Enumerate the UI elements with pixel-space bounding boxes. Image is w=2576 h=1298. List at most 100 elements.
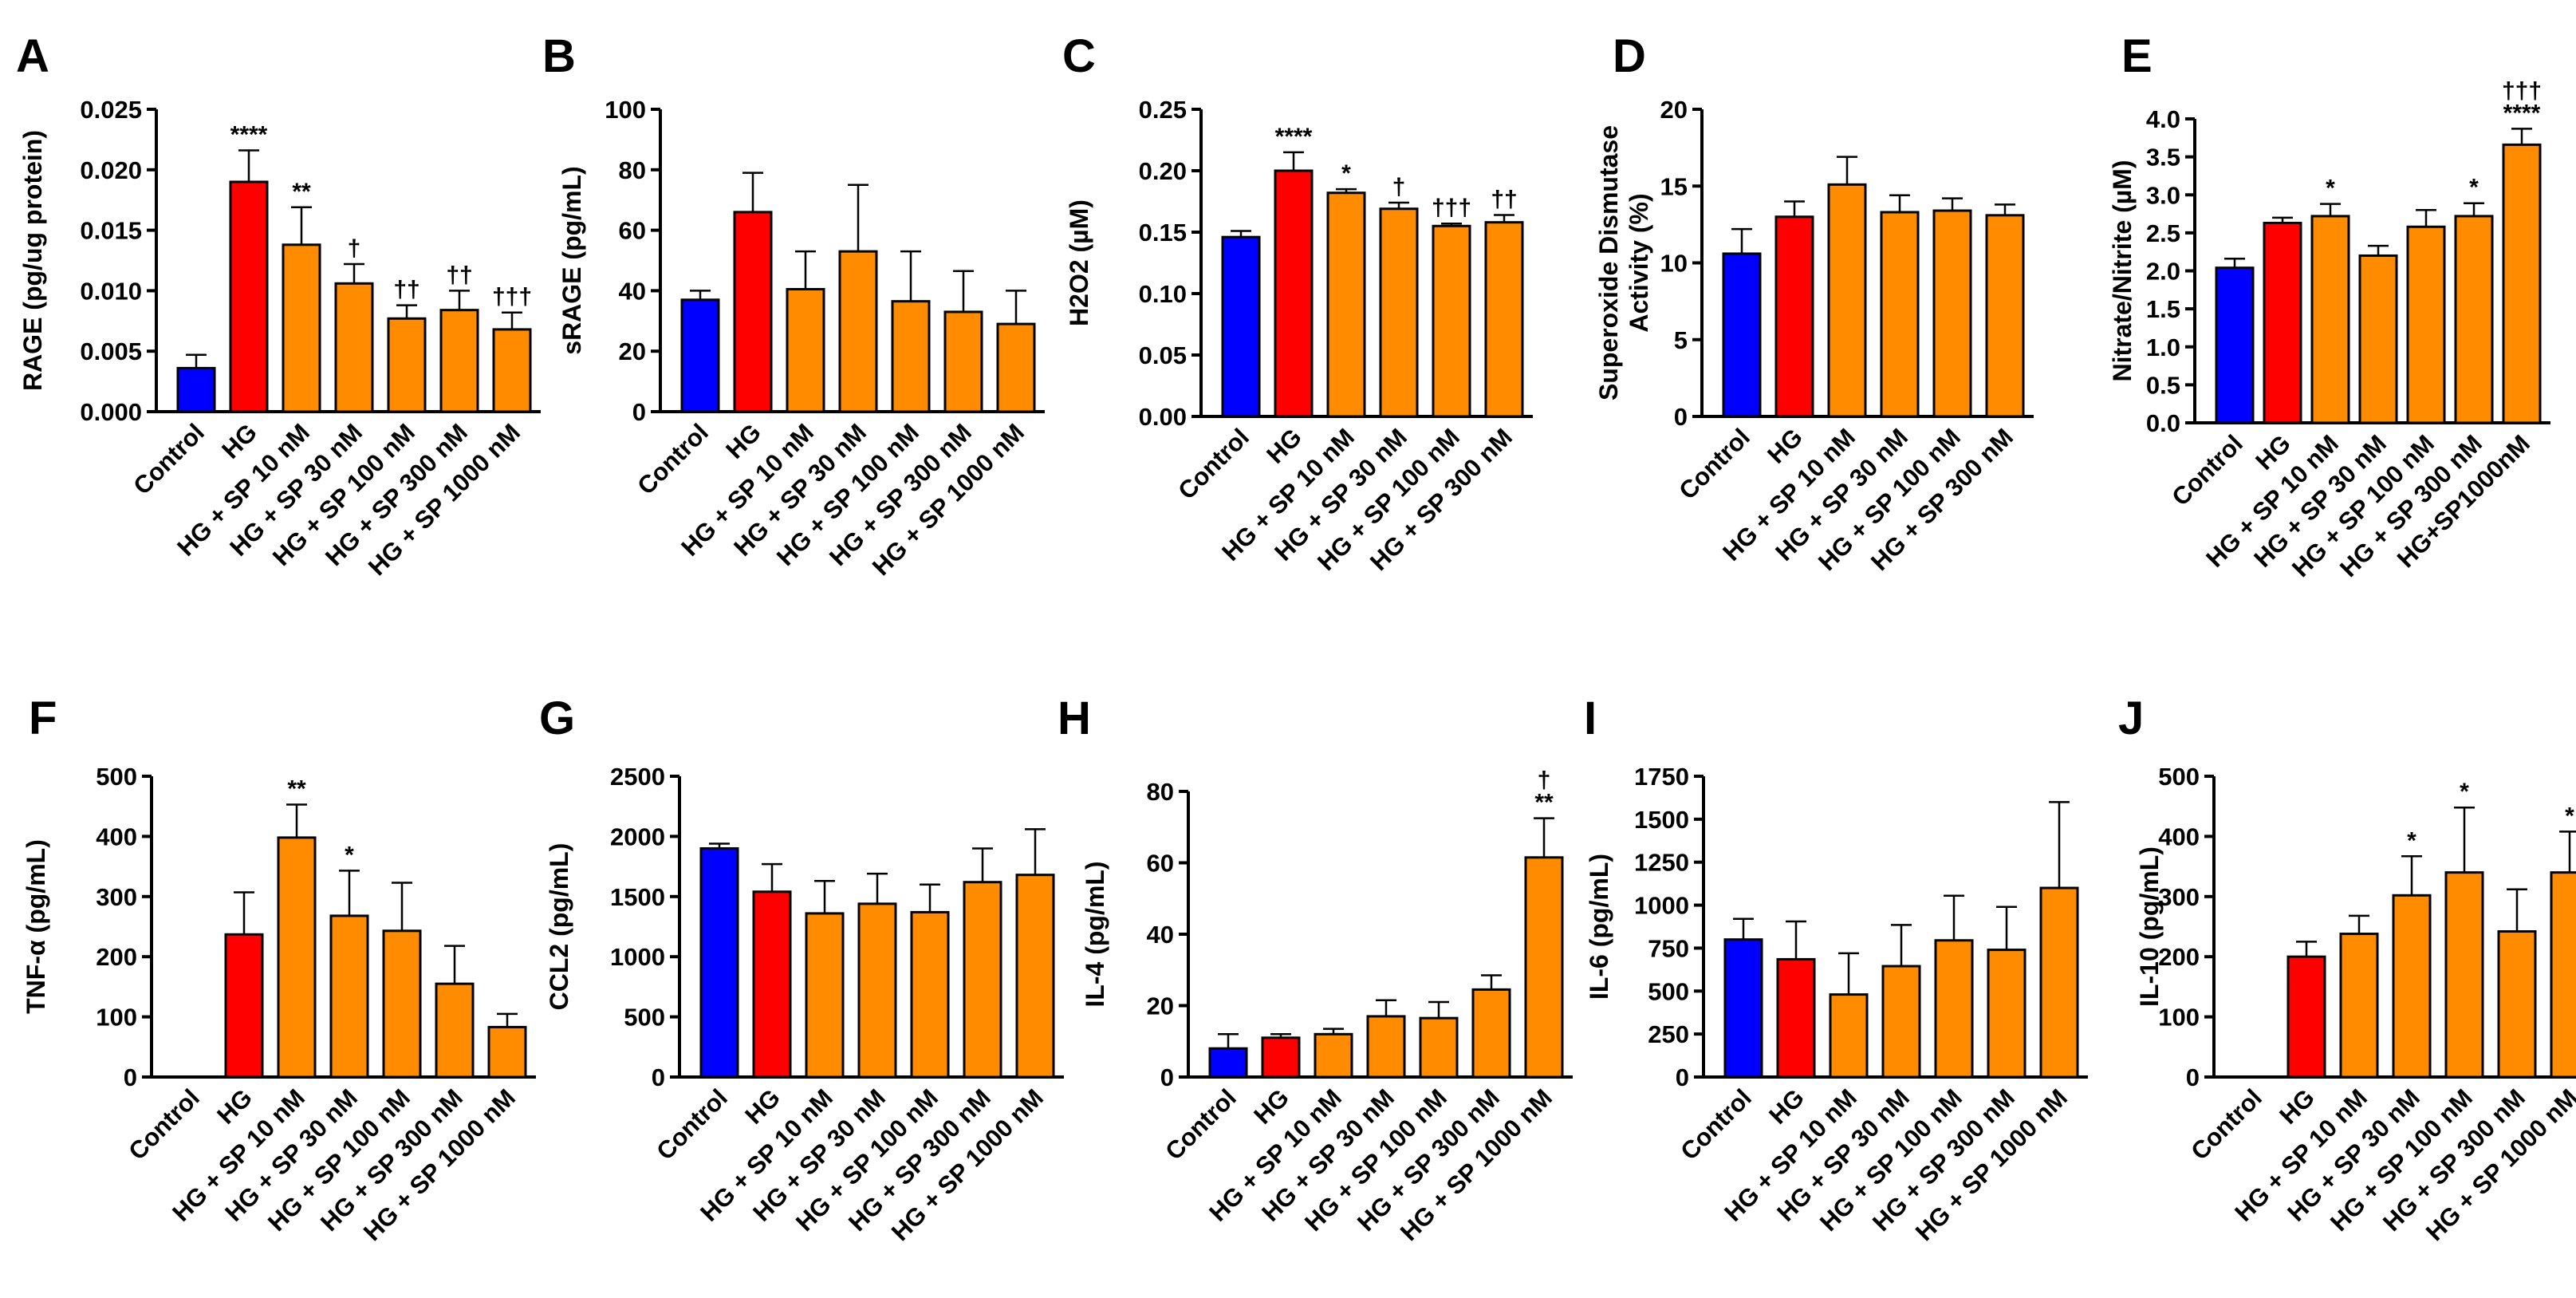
bar-c-0 xyxy=(1221,235,1261,418)
panel-letter: A xyxy=(16,30,49,82)
significance-label: * xyxy=(2407,827,2416,854)
bar-b-6 xyxy=(996,322,1036,413)
y-tick-label: 80 xyxy=(619,156,646,184)
bar-b-3 xyxy=(838,250,878,413)
panel-letter: E xyxy=(2121,30,2153,82)
panel-letter: J xyxy=(2118,692,2144,744)
y-tick-label: 60 xyxy=(619,217,646,245)
y-tick-label: 500 xyxy=(96,763,137,791)
significance-label: †† xyxy=(446,262,472,288)
y-tick-label: 0.00 xyxy=(1139,403,1187,431)
significance-label: † xyxy=(1392,174,1406,200)
bar-g-2 xyxy=(805,912,845,1079)
y-tick-label: 20 xyxy=(1147,992,1174,1020)
significance-label: ** xyxy=(287,775,306,802)
bar-b-4 xyxy=(891,300,931,413)
y-tick-label: 300 xyxy=(2158,883,2200,911)
bar-j-4 xyxy=(2444,871,2484,1079)
bar-j-1 xyxy=(2286,955,2326,1079)
y-axis-label: sRAGE (pg/mL) xyxy=(557,166,586,354)
panel-letter: C xyxy=(1062,30,1096,82)
bar-c-5 xyxy=(1484,221,1524,418)
x-tick-label: Control xyxy=(123,1083,205,1166)
y-tick-label: 250 xyxy=(1648,1020,1689,1048)
bar-h-1 xyxy=(1261,1036,1301,1079)
y-tick-label: 0.005 xyxy=(80,337,142,365)
chart-panel-e: E 0.0 0.5 1.0 1.5 2.0 2.5 3.0 3.5 4.0 Nitrate/Nitr… xyxy=(2108,30,2550,582)
y-tick-label: 0 xyxy=(1674,403,1688,431)
bar-c-4 xyxy=(1432,224,1471,418)
chart-panel-i: I 0 250 500 750 1000 1250 1500 1750 IL-6 (pg/mL) C… xyxy=(1584,692,2088,1246)
bar-h-4 xyxy=(1419,1016,1459,1079)
x-tick-label: Control xyxy=(1673,423,1755,505)
x-tick-label: Control xyxy=(1160,1083,1242,1166)
y-tick-label: 0 xyxy=(1160,1063,1174,1091)
bar-e-4 xyxy=(2406,225,2446,424)
y-tick-label: 0.15 xyxy=(1139,219,1187,247)
y-tick-label: 80 xyxy=(1147,778,1174,806)
y-tick-label: 500 xyxy=(624,1004,665,1032)
y-tick-label: 1250 xyxy=(1634,849,1689,877)
y-tick-label: 1000 xyxy=(610,943,665,971)
panel-letter: B xyxy=(542,30,576,82)
bar-i-3 xyxy=(1881,965,1921,1079)
significance-label: † ** xyxy=(1534,767,1554,816)
bar-i-1 xyxy=(1776,957,1816,1079)
bar-f-1 xyxy=(224,933,264,1079)
y-tick-label: 2.5 xyxy=(2146,219,2180,247)
y-tick-label: 0.05 xyxy=(1139,341,1187,369)
y-tick-label: 3.0 xyxy=(2146,181,2180,209)
bar-g-4 xyxy=(910,910,950,1079)
y-tick-label: 100 xyxy=(2158,1004,2200,1032)
bar-a-6 xyxy=(492,328,532,413)
y-tick-label: 0 xyxy=(1676,1063,1689,1091)
y-tick-label: 0 xyxy=(2186,1063,2200,1091)
bar-h-3 xyxy=(1366,1015,1406,1079)
significance-label: * xyxy=(2326,176,2335,202)
bar-c-2 xyxy=(1326,191,1366,418)
panel-letter: D xyxy=(1613,30,1646,82)
significance-label: * xyxy=(2460,779,2469,805)
bar-g-1 xyxy=(752,890,792,1079)
y-tick-label: 500 xyxy=(1648,977,1689,1005)
bar-e-6 xyxy=(2502,143,2542,424)
y-tick-label: 20 xyxy=(1660,96,1688,124)
bar-e-3 xyxy=(2358,254,2398,424)
y-tick-label: 0.020 xyxy=(80,156,142,184)
y-tick-label: 100 xyxy=(605,96,646,124)
bar-b-1 xyxy=(733,211,773,413)
y-axis-label: IL-6 (pg/mL) xyxy=(1585,854,1613,1000)
y-axis-label: Superoxide Dismutase xyxy=(1594,125,1623,400)
y-tick-label: 0.015 xyxy=(80,217,142,245)
y-tick-label: 0 xyxy=(124,1063,137,1091)
y-tick-label: 1500 xyxy=(1634,806,1689,834)
bar-h-5 xyxy=(1471,988,1511,1079)
bar-b-0 xyxy=(680,298,720,413)
y-tick-label: 2000 xyxy=(610,823,665,850)
bar-h-0 xyxy=(1208,1047,1248,1079)
bar-d-1 xyxy=(1774,215,1814,418)
y-tick-label: 0.025 xyxy=(80,96,142,124)
bar-a-0 xyxy=(176,366,216,413)
bar-f-4 xyxy=(382,929,422,1079)
y-tick-label: 400 xyxy=(96,823,137,850)
y-tick-label: 4.0 xyxy=(2146,105,2180,133)
significance-label: ** xyxy=(292,179,311,205)
y-tick-label: 1000 xyxy=(1634,892,1689,920)
bar-g-6 xyxy=(1015,874,1055,1079)
y-tick-label: 500 xyxy=(2158,763,2200,791)
bar-d-3 xyxy=(1880,211,1920,418)
x-tick-label: Control xyxy=(1675,1083,1757,1166)
y-tick-label: 2.0 xyxy=(2146,258,2180,286)
panel-letter: F xyxy=(29,692,57,744)
bar-f-6 xyxy=(487,1025,527,1079)
chart-panel-d: D 0 5 10 15 20 Superoxide Dismutase Activity (%… xyxy=(1594,30,2034,576)
x-tick-label: Control xyxy=(2166,429,2248,511)
bar-h-2 xyxy=(1314,1032,1353,1079)
y-tick-label: 40 xyxy=(1147,921,1174,949)
y-axis-label: RAGE (pg/ug protein) xyxy=(18,130,47,391)
bar-a-5 xyxy=(439,309,479,413)
panel-letter: I xyxy=(1584,692,1597,744)
y-tick-label: 0.25 xyxy=(1139,96,1187,124)
